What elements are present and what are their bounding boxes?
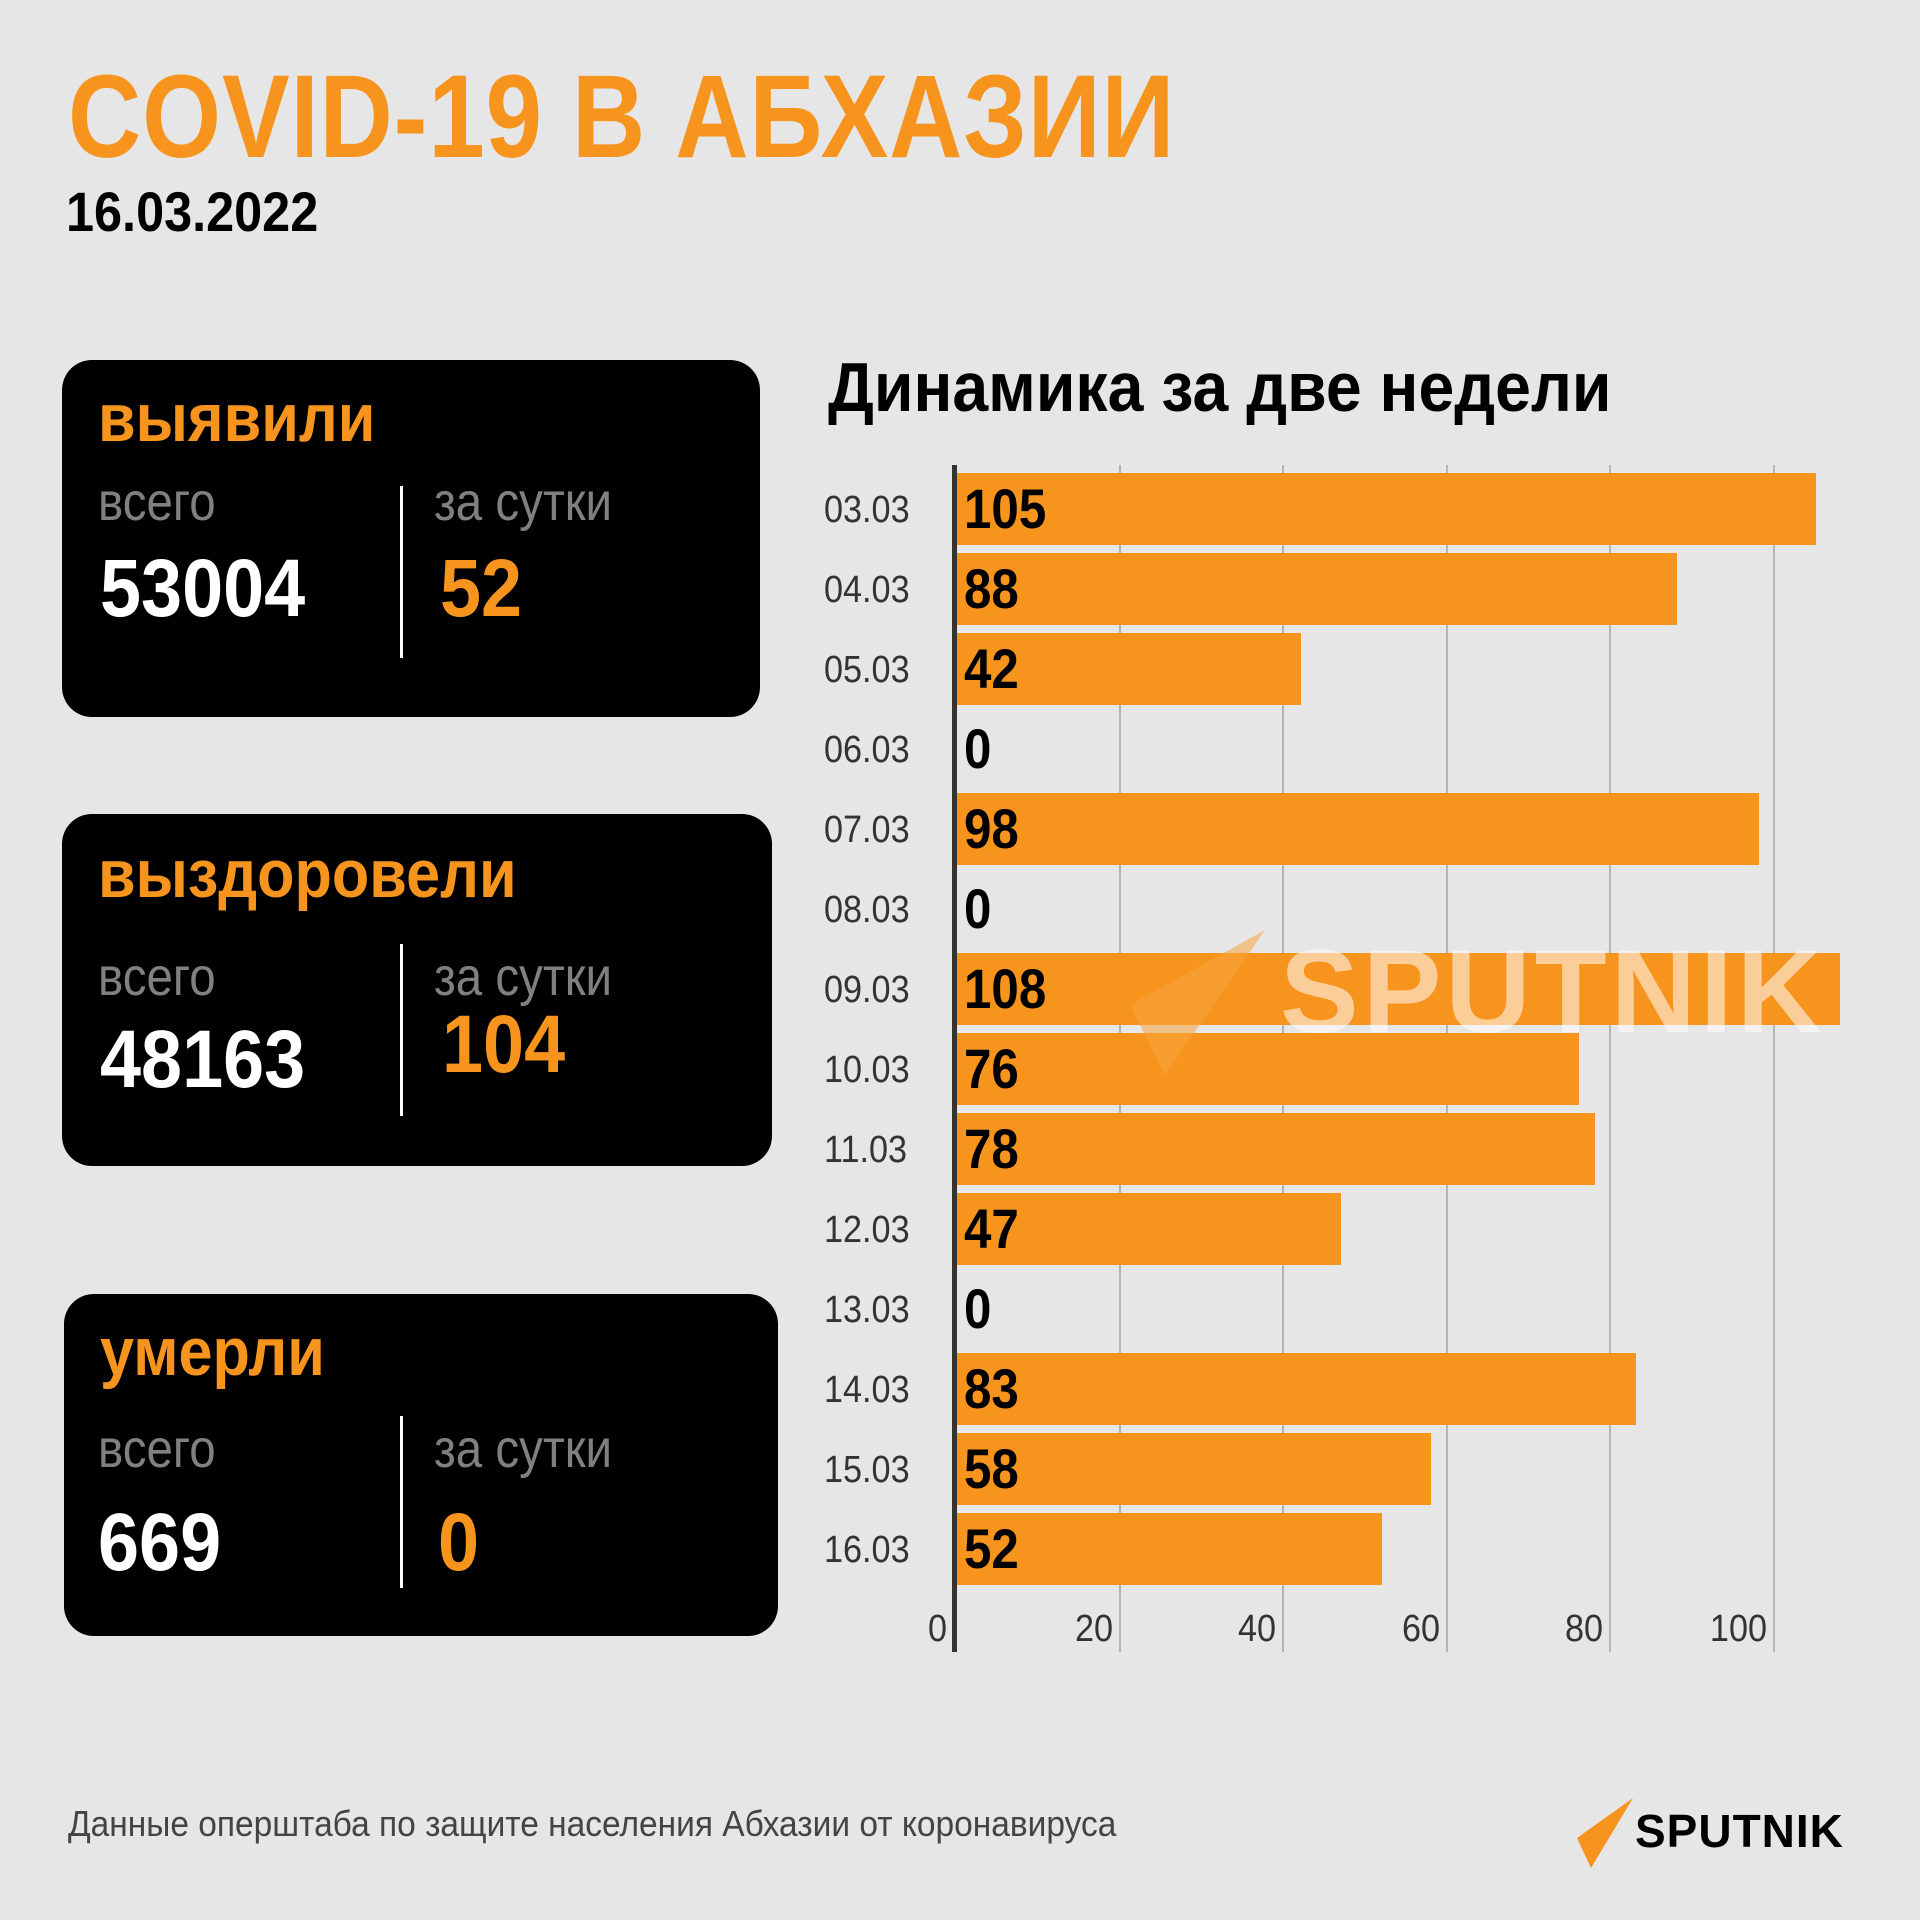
- x-tick-label: 60: [1401, 1608, 1440, 1650]
- card-title: умерли: [100, 1314, 325, 1390]
- bar-value-label: 52: [964, 1517, 1019, 1580]
- bar: [957, 633, 1301, 705]
- y-axis-line: [952, 465, 957, 1652]
- x-tick-label: 100: [1709, 1608, 1767, 1650]
- x-tick-label: 80: [1565, 1608, 1604, 1650]
- total-value: 48163: [100, 1014, 306, 1105]
- total-value: 669: [98, 1497, 222, 1588]
- category-label: 10.03: [824, 1049, 910, 1091]
- card-title: выздоровели: [98, 836, 517, 912]
- sputnik-logo: SPUTNIK: [1575, 1798, 1865, 1868]
- bar: [957, 1033, 1579, 1105]
- category-label: 16.03: [824, 1529, 910, 1571]
- category-label: 08.03: [824, 889, 910, 931]
- chart-title: Динамика за две недели: [828, 348, 1612, 426]
- bar-value-label: 42: [964, 637, 1019, 700]
- card-recovered: выздоровели всего за сутки 48163 104: [62, 814, 772, 1166]
- bar-value-label: 108: [964, 957, 1047, 1020]
- bar: [957, 793, 1759, 865]
- bar-value-label: 0: [964, 877, 992, 940]
- bar: [957, 1113, 1596, 1185]
- daily-label: за сутки: [434, 472, 613, 532]
- sputnik-logo-icon: [1577, 1798, 1633, 1868]
- daily-label: за сутки: [434, 1419, 613, 1479]
- divider: [400, 1416, 403, 1588]
- bar-value-label: 78: [964, 1117, 1019, 1180]
- category-label: 06.03: [824, 729, 910, 771]
- category-label: 11.03: [824, 1129, 908, 1171]
- total-label: всего: [98, 472, 216, 532]
- category-label: 15.03: [824, 1449, 910, 1491]
- x-tick-label: 0: [927, 1608, 947, 1650]
- bar: [957, 953, 1841, 1025]
- card-detected: выявили всего за сутки 53004 52: [62, 360, 760, 717]
- daily-value: 104: [442, 999, 566, 1090]
- bar-value-label: 76: [964, 1037, 1019, 1100]
- category-label: 05.03: [824, 649, 910, 691]
- total-label: всего: [98, 947, 216, 1007]
- bar: [957, 1193, 1342, 1265]
- category-label: 14.03: [824, 1369, 910, 1411]
- daily-label: за сутки: [434, 947, 613, 1007]
- report-date: 16.03.2022: [66, 180, 319, 243]
- bar-value-label: 47: [964, 1197, 1019, 1260]
- bar: [957, 1353, 1636, 1425]
- category-label: 03.03: [824, 489, 910, 531]
- daily-value: 52: [440, 543, 523, 634]
- x-tick-label: 40: [1238, 1608, 1277, 1650]
- bar: [957, 1513, 1383, 1585]
- divider: [400, 944, 403, 1116]
- category-label: 09.03: [824, 969, 910, 1011]
- bar-value-label: 88: [964, 557, 1019, 620]
- bar-value-label: 98: [964, 797, 1019, 860]
- x-tick-label: 20: [1074, 1608, 1113, 1650]
- bar-value-label: 0: [964, 1277, 992, 1340]
- bar-value-label: 58: [964, 1437, 1019, 1500]
- category-label: 04.03: [824, 569, 910, 611]
- gridline: [1773, 465, 1775, 1652]
- bar: [957, 1433, 1432, 1505]
- card-deaths: умерли всего за сутки 669 0: [64, 1294, 778, 1636]
- category-label: 07.03: [824, 809, 910, 851]
- bar-value-label: 83: [964, 1357, 1019, 1420]
- logo-text: SPUTNIK: [1635, 1805, 1844, 1857]
- bar-value-label: 0: [964, 717, 992, 780]
- source-note: Данные оперштаба по защите населения Абх…: [68, 1803, 1117, 1844]
- bar: [957, 473, 1816, 545]
- card-title: выявили: [98, 380, 376, 456]
- bar-value-label: 105: [964, 477, 1047, 540]
- total-value: 53004: [100, 543, 306, 634]
- daily-value: 0: [438, 1497, 480, 1588]
- bar: [957, 553, 1677, 625]
- total-label: всего: [98, 1419, 216, 1479]
- divider: [400, 486, 403, 658]
- page-title: COVID-19 В АБХАЗИИ: [68, 51, 1176, 183]
- category-label: 12.03: [824, 1209, 910, 1251]
- category-label: 13.03: [824, 1289, 910, 1331]
- gridline: [1609, 465, 1612, 1652]
